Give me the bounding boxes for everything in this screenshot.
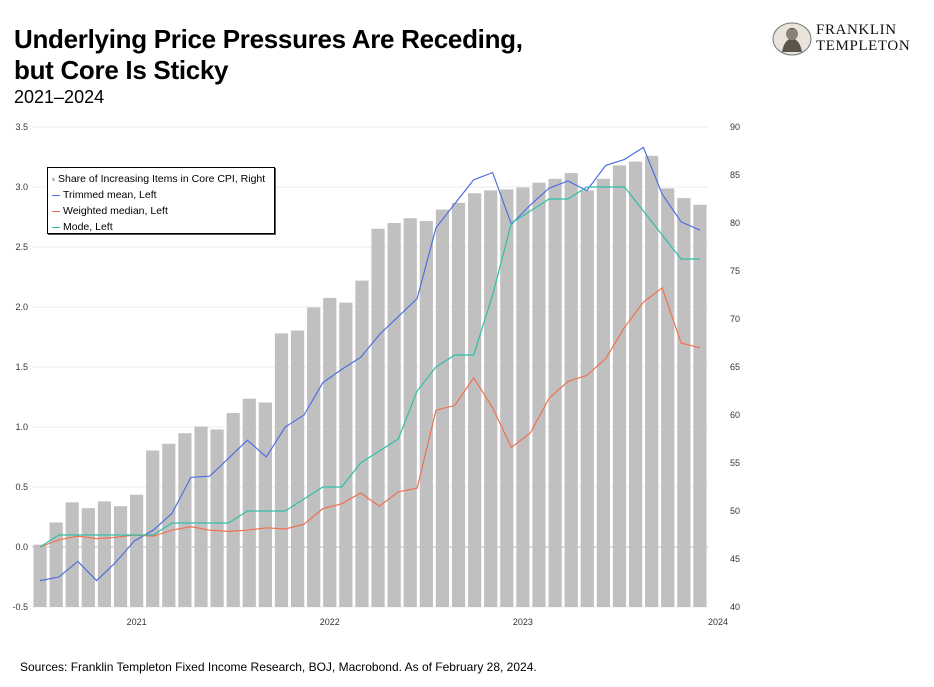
left-tick-label: -0.5: [12, 602, 28, 612]
right-tick-label: 40: [730, 602, 740, 612]
bar: [258, 402, 272, 607]
bar: [226, 413, 240, 607]
bar: [564, 173, 578, 607]
legend-item-mode: Mode, Left: [52, 219, 274, 235]
legend-label-trimmed-mean: Trimmed mean, Left: [63, 189, 157, 201]
bar: [628, 161, 643, 607]
bar: [661, 188, 675, 607]
bar: [178, 433, 192, 607]
bar: [516, 187, 530, 607]
bar: [596, 178, 610, 607]
bar-series-share-increasing: [33, 155, 707, 608]
bar: [65, 502, 79, 607]
bar: [451, 202, 466, 607]
left-tick-label: 3.0: [15, 182, 28, 192]
left-tick-label: 2.0: [15, 302, 28, 312]
left-tick-label: 0.0: [15, 542, 28, 552]
legend-swatch-trimmed-mean: [52, 194, 60, 196]
right-tick-label: 70: [730, 314, 740, 324]
x-axis-ticks: 2021 2022 2023 2024: [127, 617, 728, 627]
x-tick-label: 2022: [320, 617, 340, 627]
benjamin-franklin-portrait-icon: [772, 22, 812, 56]
bar: [242, 398, 256, 607]
bar: [33, 544, 47, 607]
bar: [307, 307, 321, 607]
right-tick-label: 65: [730, 362, 740, 372]
x-tick-label: 2024: [708, 617, 728, 627]
x-tick-label: 2023: [513, 617, 533, 627]
line-trimmed-mean: [39, 146, 701, 582]
legend-label-weighted-median: Weighted median, Left: [63, 205, 168, 217]
right-axis-ticks: 40 45 50 55 60 65 70 75 80 85 90: [730, 122, 740, 612]
bar: [677, 198, 691, 607]
bar: [355, 280, 369, 607]
bar: [323, 297, 337, 607]
bar: [290, 330, 305, 607]
bar: [97, 501, 112, 607]
logo-line-1: FRANKLIN: [816, 22, 897, 38]
legend-label-share-increasing: Share of Increasing Items in Core CPI, R…: [58, 173, 266, 185]
right-tick-label: 50: [730, 506, 740, 516]
bar: [500, 189, 514, 607]
bar: [274, 333, 289, 607]
right-tick-label: 55: [730, 458, 740, 468]
left-tick-label: 0.5: [15, 482, 28, 492]
bar: [468, 193, 482, 607]
right-tick-label: 85: [730, 170, 740, 180]
bar: [146, 450, 160, 607]
legend-label-mode: Mode, Left: [63, 221, 113, 233]
right-tick-label: 60: [730, 410, 740, 420]
bar: [693, 204, 707, 607]
legend-swatch-share-increasing: [52, 177, 55, 181]
bar: [532, 182, 546, 607]
legend-item-trimmed-mean: Trimmed mean, Left: [52, 187, 274, 203]
franklin-templeton-logo: FRANKLIN TEMPLETON: [772, 22, 922, 58]
bar: [49, 522, 63, 607]
bar: [387, 223, 401, 607]
bar: [130, 494, 144, 607]
line-mode: [39, 186, 700, 548]
right-tick-label: 80: [730, 218, 740, 228]
left-tick-label: 3.5: [15, 122, 28, 132]
title-line-1: Underlying Price Pressures Are Receding,: [14, 24, 523, 54]
bar: [371, 228, 385, 607]
right-tick-label: 45: [730, 554, 740, 564]
bar: [484, 190, 498, 608]
legend-swatch-weighted-median: [52, 210, 60, 212]
right-tick-label: 90: [730, 122, 740, 132]
bar: [210, 429, 224, 607]
left-tick-label: 1.0: [15, 422, 28, 432]
line-series-group: [39, 146, 701, 582]
legend-swatch-mode: [52, 226, 60, 228]
bar: [419, 221, 433, 607]
bar: [81, 508, 95, 607]
chart-legend: Share of Increasing Items in Core CPI, R…: [47, 167, 275, 234]
chart-title: Underlying Price Pressures Are Receding,…: [14, 24, 614, 86]
left-tick-label: 1.5: [15, 362, 28, 372]
source-note: Sources: Franklin Templeton Fixed Income…: [20, 660, 537, 674]
bar: [194, 426, 208, 607]
bar: [580, 190, 594, 608]
x-tick-label: 2021: [127, 617, 147, 627]
legend-item-share-increasing: Share of Increasing Items in Core CPI, R…: [52, 171, 274, 187]
left-tick-label: 2.5: [15, 242, 28, 252]
chart-subtitle: 2021–2024: [14, 87, 105, 107]
bar: [339, 302, 353, 607]
bar: [645, 155, 659, 608]
right-tick-label: 75: [730, 266, 740, 276]
bar: [403, 218, 417, 607]
logo-line-2: TEMPLETON: [816, 38, 911, 54]
bar: [612, 165, 627, 607]
chart-area: -0.5 0.0 0.5 1.0 1.5 2.0 2.5 3.0 3.5 40 45 50 55 60 6…: [12, 122, 740, 627]
line-weighted-median: [39, 286, 701, 548]
title-line-2: but Core Is Sticky: [14, 55, 229, 85]
left-axis-ticks: -0.5 0.0 0.5 1.0 1.5 2.0 2.5 3.0 3.5: [12, 122, 28, 612]
logo-wordmark: FRANKLIN TEMPLETON: [816, 22, 910, 54]
legend-item-weighted-median: Weighted median, Left: [52, 203, 274, 219]
